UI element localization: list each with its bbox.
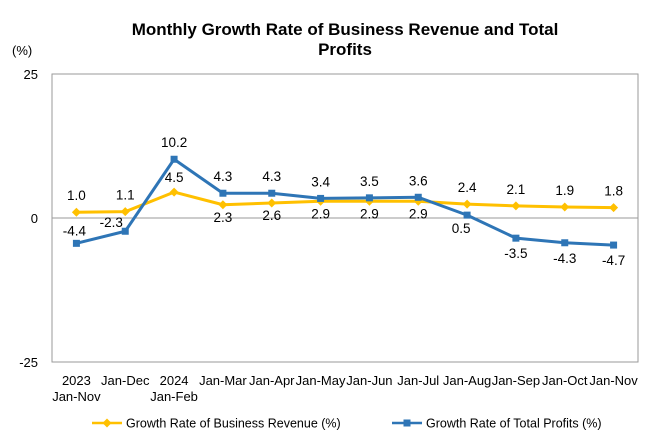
legend-entry-label: Growth Rate of Business Revenue (%) [126,417,341,431]
x-tick-label: Jan-Feb [150,389,198,404]
revenue-point [267,198,277,208]
profits-point [317,194,325,202]
profits-point [268,189,276,197]
profits-data-label: 0.5 [452,221,471,236]
profits-point [414,193,422,201]
profits-data-label: 10.2 [161,135,187,150]
x-tick-label: Jan-Sep [492,373,540,388]
x-tick-label: Jan-Aug [443,373,491,388]
x-tick-label: Jan-Oct [542,373,588,388]
revenue-point [462,199,472,209]
profits-point [72,239,80,247]
legend-diamond-marker [102,418,112,428]
revenue-data-label: 2.4 [458,180,477,195]
x-tick-label: Jan-Nov [589,373,638,388]
revenue-data-label: 1.9 [555,183,574,198]
revenue-data-label: 4.5 [165,170,184,185]
revenue-data-label: 1.0 [67,188,86,203]
legend-square-marker [403,419,411,427]
profits-data-label: 3.4 [311,174,330,189]
y-tick-label: -25 [19,355,38,370]
x-tick-label: Jan-Jun [346,373,392,388]
x-tick-label: 2024 [160,373,189,388]
revenue-point [71,207,81,217]
revenue-data-label: 2.6 [262,208,281,223]
x-tick-label: Jan-Jul [397,373,439,388]
profits-point [219,189,227,197]
revenue-data-label: 2.9 [409,206,428,221]
y-tick-label: 25 [24,67,38,82]
profits-point [610,241,618,249]
revenue-data-label: 1.1 [116,188,135,203]
profits-data-label: 3.5 [360,174,379,189]
revenue-point [511,201,521,211]
x-tick-label: Jan-May [296,373,346,388]
revenue-point [120,207,130,217]
profits-data-label: 4.3 [262,169,281,184]
profits-point [463,211,471,219]
chart-title-line-2: Profits [318,40,372,59]
x-tick-label: Jan-Dec [101,373,150,388]
revenue-data-label: 2.9 [360,206,379,221]
revenue-data-label: 1.8 [604,184,623,199]
chart-title-line-1: Monthly Growth Rate of Business Revenue … [132,20,559,39]
y-axis-label: (%) [12,43,32,58]
series-line-profits [76,157,614,247]
profits-data-label: -4.4 [63,223,87,238]
profits-point [561,239,569,247]
revenue-point [218,200,228,210]
revenue-data-label: 2.9 [311,206,330,221]
profits-point [512,234,520,242]
profits-point [170,155,178,163]
series-line-revenue [76,190,614,214]
profits-data-label: -2.3 [100,215,123,230]
x-tick-label: Jan-Mar [199,373,247,388]
revenue-data-label: 2.1 [507,182,526,197]
profits-data-label: 4.3 [214,169,233,184]
revenue-point [169,187,179,197]
profits-data-label: -3.5 [504,246,527,261]
y-tick-label: 0 [31,211,38,226]
revenue-point [560,202,570,212]
revenue-data-label: 2.3 [214,210,233,225]
x-tick-label: Jan-Nov [52,389,101,404]
profits-point [121,227,129,235]
profits-data-label: -4.7 [602,253,625,268]
x-tick-label: 2023 [62,373,91,388]
profits-data-label: -4.3 [553,251,576,266]
legend-entry-label: Growth Rate of Total Profits (%) [426,417,602,431]
profits-point [365,194,373,202]
revenue-point [609,203,619,213]
x-tick-label: Jan-Apr [249,373,295,388]
profits-data-label: 3.6 [409,173,428,188]
